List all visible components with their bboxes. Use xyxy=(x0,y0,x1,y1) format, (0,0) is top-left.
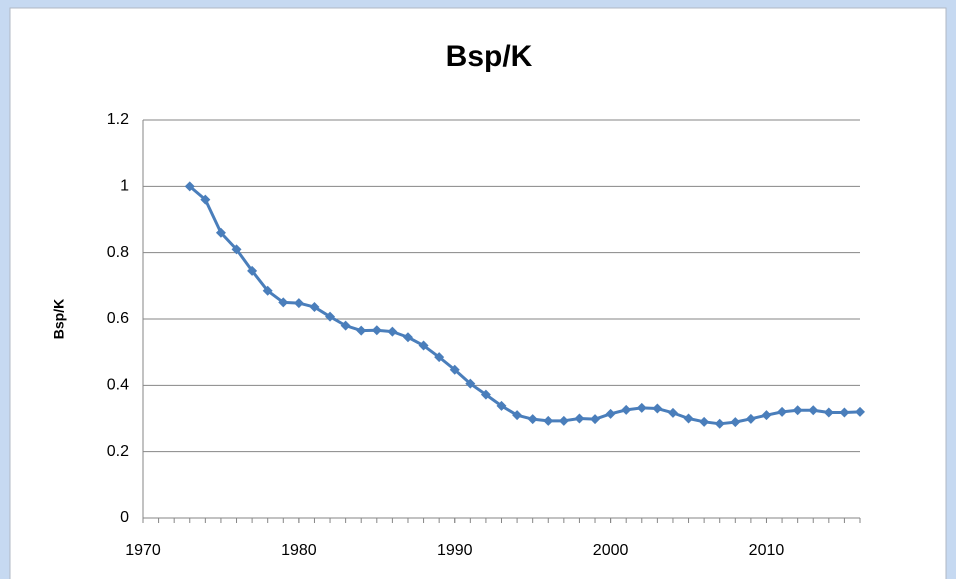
data-point xyxy=(590,414,601,425)
x-tick-label: 1970 xyxy=(125,542,161,559)
data-point xyxy=(527,414,538,425)
x-tick-label: 2010 xyxy=(749,542,785,559)
data-point xyxy=(480,389,491,400)
x-tick-label: 1980 xyxy=(281,542,317,559)
y-tick-label: 0.8 xyxy=(107,244,129,261)
chart-area xyxy=(9,7,947,579)
data-point xyxy=(340,320,351,331)
data-point xyxy=(512,410,523,421)
data-point xyxy=(418,340,429,351)
data-point xyxy=(293,298,304,309)
y-tick-label: 0.4 xyxy=(107,377,129,394)
data-point xyxy=(231,244,242,255)
data-point xyxy=(434,352,445,363)
data-point xyxy=(543,415,554,426)
data-point xyxy=(714,418,725,429)
data-point xyxy=(761,410,772,421)
data-point xyxy=(636,402,647,413)
x-tick-label: 2000 xyxy=(593,542,629,559)
data-point xyxy=(792,405,803,416)
data-point xyxy=(200,194,211,205)
data-point xyxy=(605,408,616,419)
data-point xyxy=(855,406,865,417)
data-point xyxy=(402,332,413,343)
data-point xyxy=(667,407,678,418)
y-tick-label: 0.2 xyxy=(107,443,129,460)
data-point xyxy=(356,325,367,336)
data-point xyxy=(262,285,273,296)
y-tick-label: 0 xyxy=(120,509,129,526)
data-point xyxy=(325,311,336,322)
data-point xyxy=(699,416,710,427)
data-point xyxy=(449,364,460,375)
x-tick-label: 1990 xyxy=(437,542,473,559)
data-point xyxy=(621,404,632,415)
data-point xyxy=(184,181,195,192)
data-point xyxy=(745,413,756,424)
data-point xyxy=(730,417,741,428)
y-tick-label: 1.2 xyxy=(107,111,129,128)
data-point xyxy=(215,227,226,238)
y-tick-label: 1 xyxy=(120,178,129,195)
data-point xyxy=(371,325,382,336)
data-point xyxy=(683,413,694,424)
data-point xyxy=(574,413,585,424)
y-axis-label: Bsp/K xyxy=(51,299,67,339)
data-point xyxy=(652,403,663,414)
data-point xyxy=(465,378,476,389)
data-point xyxy=(839,407,850,418)
data-point xyxy=(808,405,819,416)
chart-title: Bsp/K xyxy=(446,40,533,73)
data-point xyxy=(558,415,569,426)
data-point xyxy=(309,302,320,313)
data-point xyxy=(777,406,788,417)
data-point xyxy=(387,326,398,337)
data-point xyxy=(823,407,834,418)
data-point xyxy=(496,400,507,411)
data-point xyxy=(247,265,258,276)
y-tick-label: 0.6 xyxy=(107,310,129,327)
data-point xyxy=(278,297,289,308)
